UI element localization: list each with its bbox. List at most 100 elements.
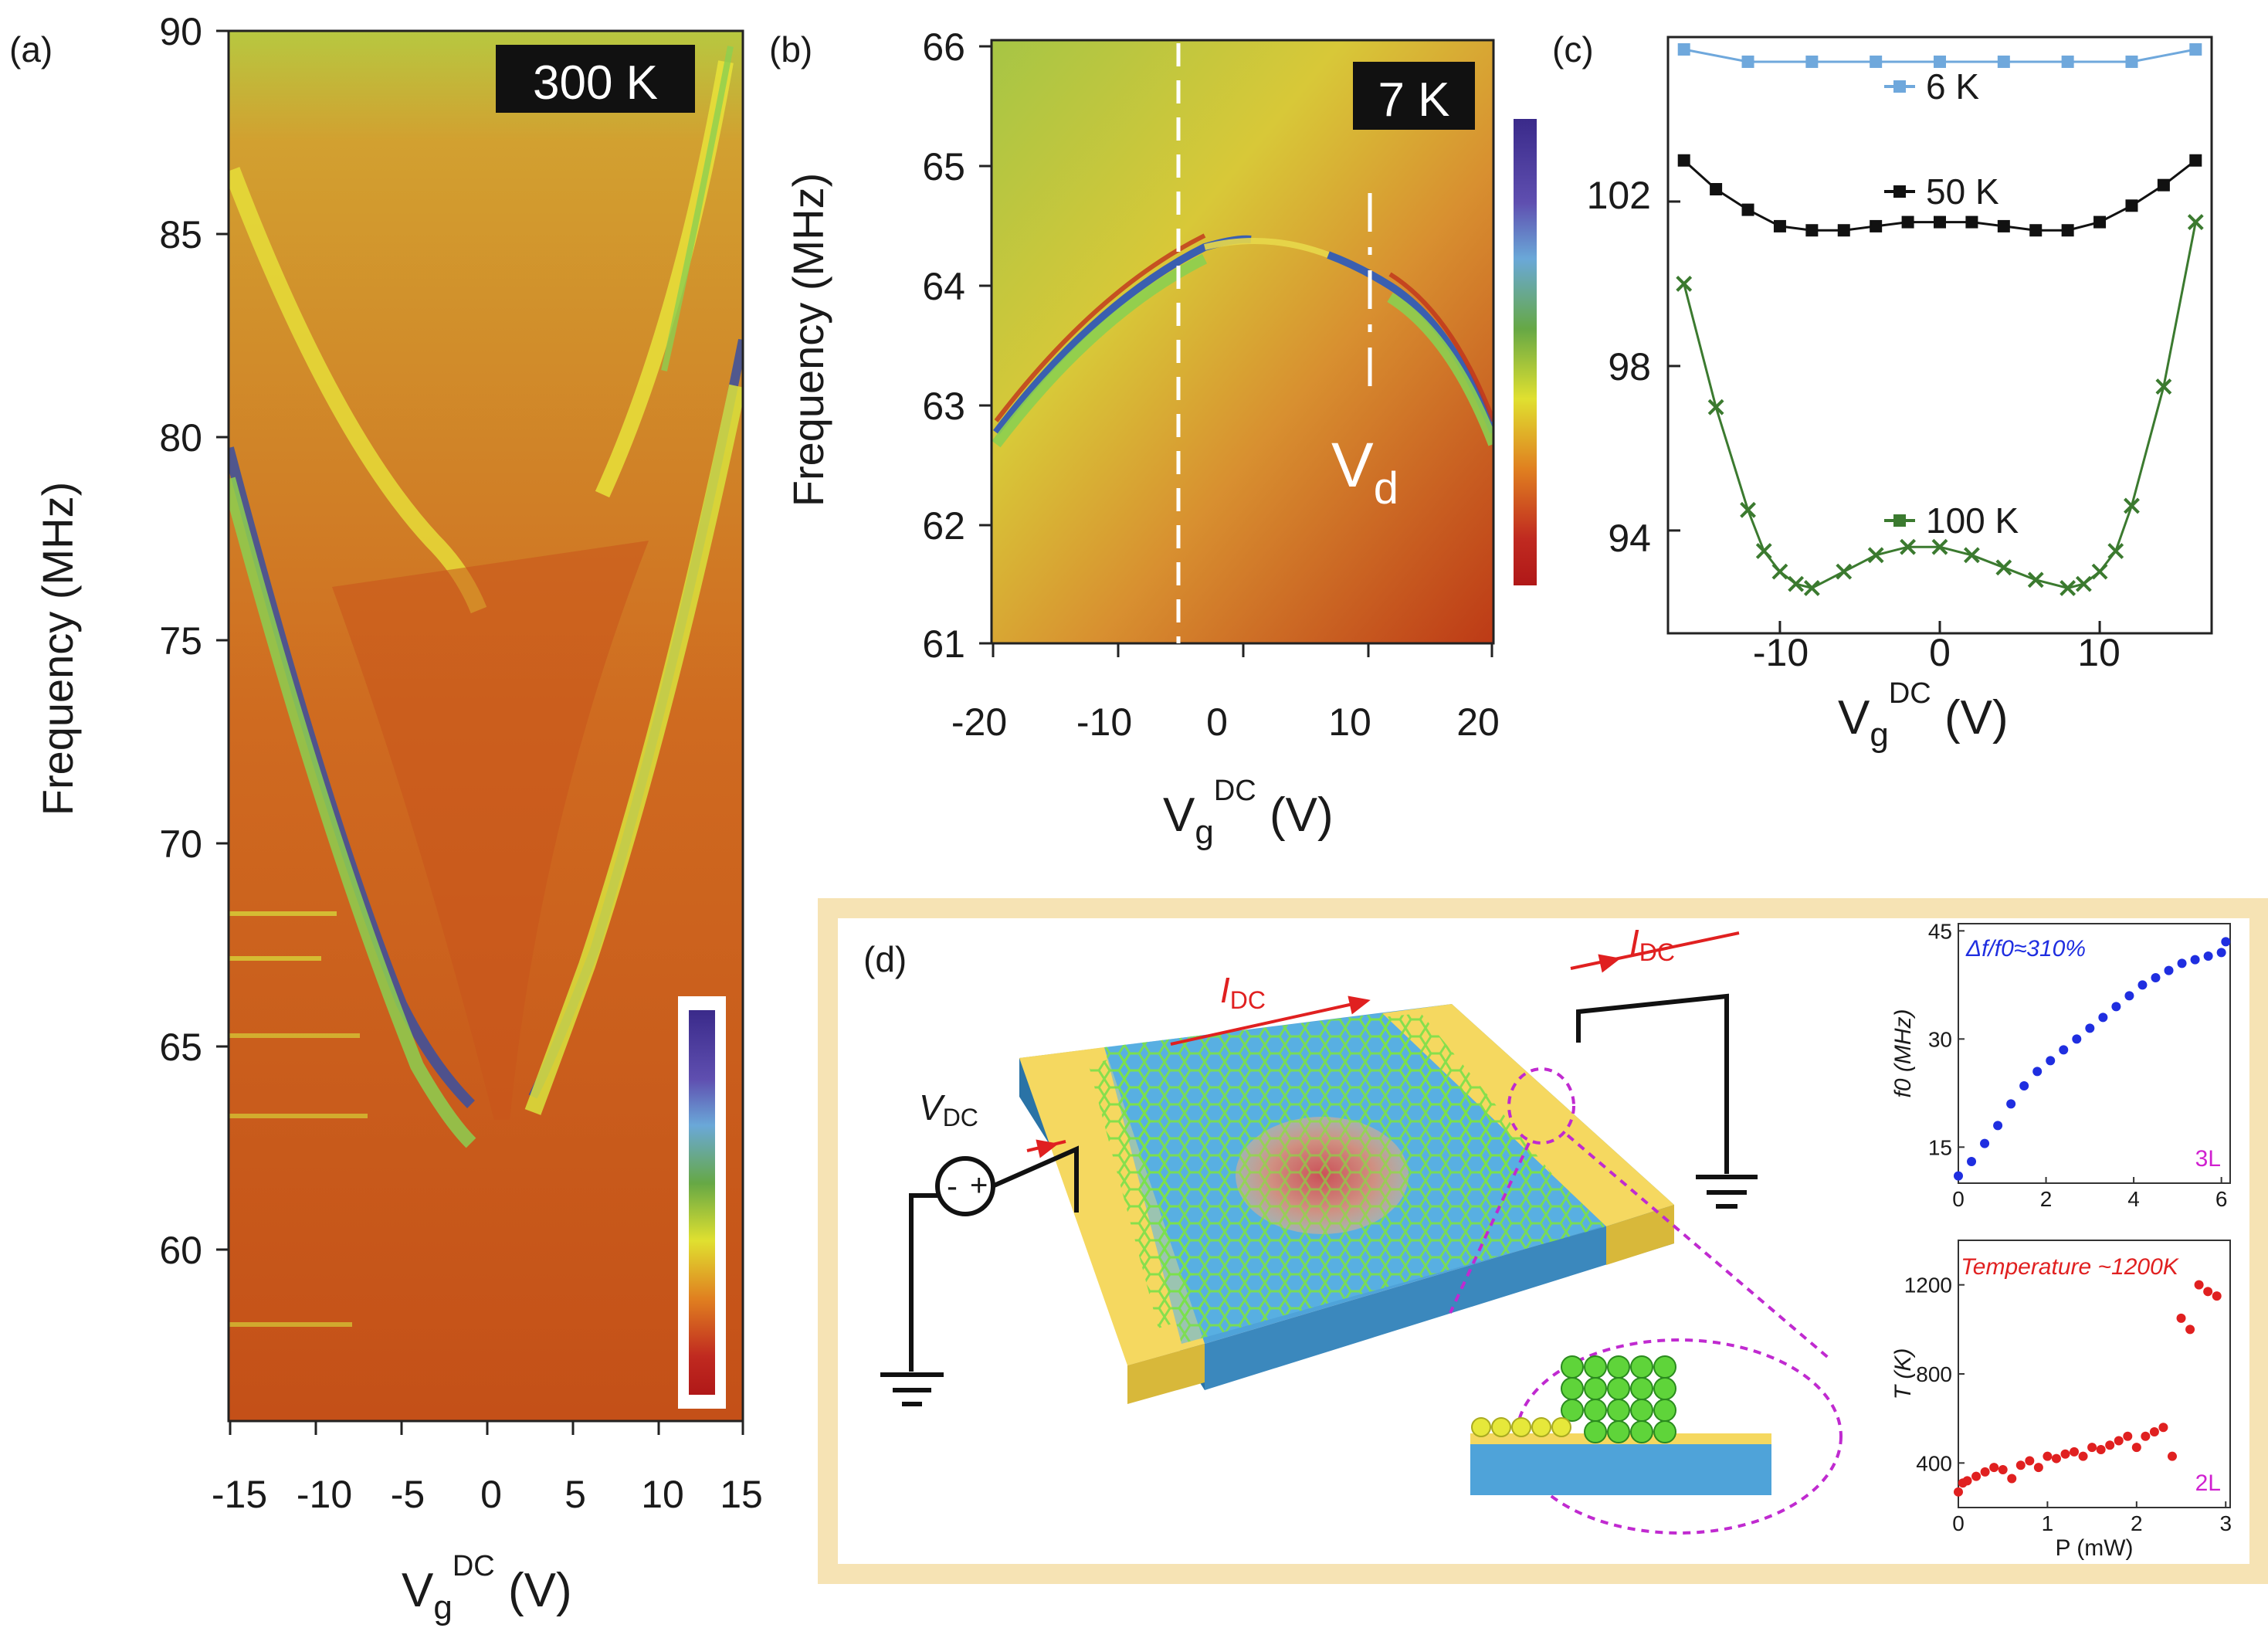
point-50k (1805, 224, 1819, 237)
point-6k (2061, 55, 2074, 68)
xtick-label-bottom-3: 3 (2219, 1511, 2232, 1535)
point-100k (2091, 563, 2108, 580)
xtick-label-bottom-0: 0 (1952, 1511, 1965, 1535)
colorbar-a (678, 996, 726, 1409)
point-50k (1901, 215, 1914, 229)
point-top (2111, 1002, 2121, 1012)
temperature-badge-b (1353, 62, 1475, 130)
voltage-source (935, 1156, 995, 1216)
vd-label: Vd (1331, 430, 1398, 514)
point-top (2019, 1081, 2029, 1090)
annotation-delta-f: Δf/f0≈310% (1965, 936, 2086, 962)
point-bottom (2149, 1426, 2159, 1436)
xtick-label-top-3: 6 (2215, 1187, 2228, 1211)
point-100k (1900, 538, 1917, 555)
legend-marker-0 (1893, 80, 1906, 93)
point-bottom (2060, 1449, 2070, 1459)
point-100k (1707, 399, 1724, 415)
xtick-a-5: 5 (564, 1473, 586, 1516)
point-100k (1836, 563, 1853, 580)
legend-marker-1 (1893, 185, 1906, 198)
series-group-c (1676, 42, 2204, 596)
axis-b-x: -20 -10 0 10 20 VgDC (V) (951, 643, 1500, 851)
xtick-b-m10: -10 (1076, 700, 1132, 744)
point-bottom (2194, 1280, 2204, 1290)
xtick-b-20: 20 (1456, 700, 1500, 744)
point-bottom (2043, 1451, 2053, 1461)
point-top (2124, 991, 2134, 1001)
point-6k (2125, 55, 2138, 68)
panel-label-b: (b) (769, 29, 812, 70)
inset-bottom-area (1958, 1240, 2231, 1508)
xtick-label-top-2: 4 (2127, 1187, 2140, 1211)
point-6k (1805, 55, 1819, 68)
ytick-a-60: 60 (159, 1229, 202, 1272)
legend-label-1: 50 K (1926, 171, 1999, 212)
point-top (2006, 1099, 2016, 1109)
point-bottom (2176, 1313, 2186, 1323)
ytick-label-top-1: 30 (1928, 1027, 1952, 1051)
point-bottom (2033, 1463, 2043, 1473)
point-6k (1741, 55, 1754, 68)
point-top (2221, 937, 2231, 947)
xlabel-c: VgDC (V) (1838, 677, 2009, 754)
point-bottom (2141, 1431, 2151, 1441)
xtick-c-m10: -10 (1753, 631, 1809, 674)
point-50k (1741, 203, 1754, 216)
point-bottom (2070, 1447, 2080, 1457)
ytick-c-98: 98 (1608, 345, 1651, 388)
ylabel-bottom: T (K) (1890, 1348, 1916, 1400)
ytick-label-top-2: 45 (1928, 919, 1952, 943)
point-50k (2189, 154, 2202, 167)
xtick-label-bottom-1: 1 (2042, 1511, 2054, 1535)
point-bottom (1980, 1467, 1990, 1477)
point-top (2137, 980, 2148, 990)
point-bottom (2015, 1460, 2026, 1470)
point-top (1954, 1171, 1963, 1181)
point-50k (1965, 215, 1978, 229)
point-top (2164, 965, 2174, 975)
ytick-b-63: 63 (922, 385, 965, 428)
xlabel-bottom: P (mW) (2055, 1535, 2133, 1561)
annotation-3l: 3L (2195, 1146, 2221, 1172)
point-bottom (2096, 1445, 2106, 1455)
point-bottom (2212, 1291, 2222, 1301)
vdc-label: VDC (919, 1087, 978, 1131)
temperature-badge-a-text: 300 K (533, 56, 658, 110)
point-bottom (2203, 1287, 2213, 1297)
ytick-c-102: 102 (1587, 174, 1651, 217)
xtick-a-m15: -15 (212, 1473, 267, 1516)
plus-sign: + (970, 1168, 988, 1202)
point-6k (1934, 55, 1946, 68)
heatmap-b (990, 39, 1495, 645)
point-100k (1803, 580, 1820, 596)
plot-area-c (1666, 36, 2213, 635)
panel-label-d: (d) (863, 939, 907, 979)
point-top (2190, 955, 2200, 965)
point-50k (1997, 219, 2010, 232)
xtick-c-10: 10 (2077, 631, 2121, 674)
ticks-c (1668, 200, 2101, 633)
ytick-b-62: 62 (922, 504, 965, 548)
point-100k (2060, 580, 2076, 596)
point-50k (2157, 178, 2170, 192)
point-50k (1710, 182, 1723, 195)
idc-label-sheet: IDC (1220, 970, 1266, 1014)
xtick-label-top-1: 2 (2040, 1187, 2053, 1211)
point-6k (1870, 55, 1883, 68)
point-100k (1755, 543, 1772, 559)
ytick-a-70: 70 (159, 822, 202, 866)
xlabel-b: VgDC (V) (1163, 775, 1334, 851)
point-50k (1773, 219, 1786, 232)
xtick-a-m5: -5 (391, 1473, 425, 1516)
point-50k (1870, 219, 1883, 232)
axis-c: 102 98 94 -10 0 10 VgDC (V) (1587, 174, 2121, 754)
inset-top-area (1958, 923, 2231, 1184)
point-bottom (2131, 1443, 2141, 1453)
legend-c: 6 K 50 K 100 K (1884, 66, 2019, 541)
point-top (2151, 973, 2161, 982)
point-top (2059, 1045, 2069, 1055)
point-50k (2125, 199, 2138, 212)
circuit-wires (880, 993, 1758, 1406)
point-top (2216, 948, 2226, 958)
